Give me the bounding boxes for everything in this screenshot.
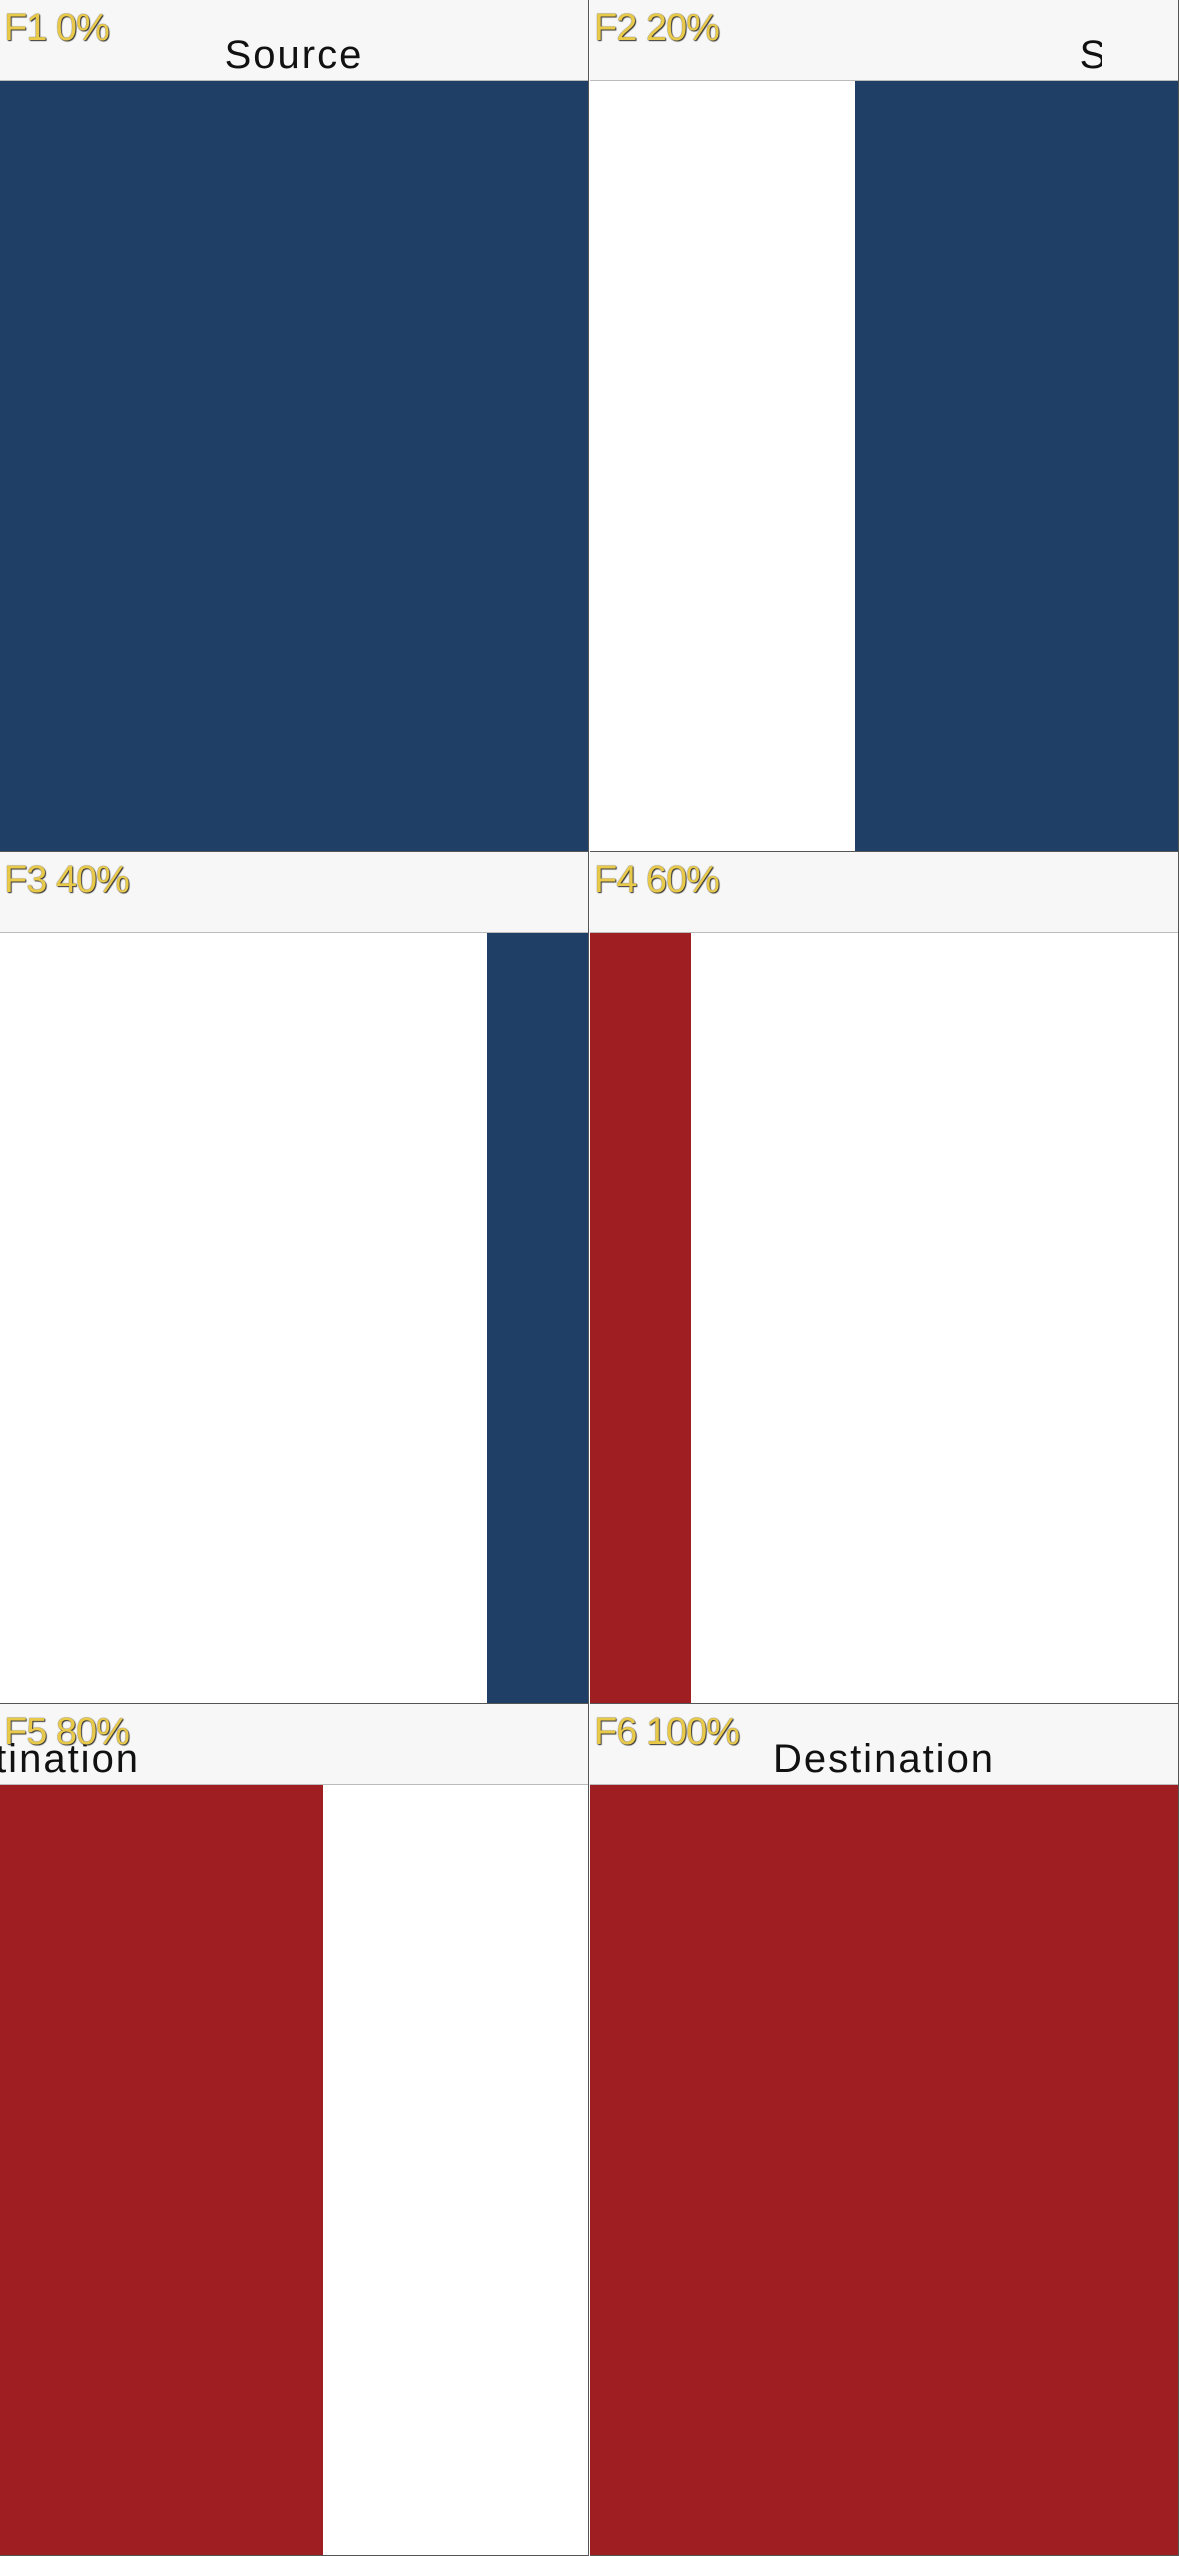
title-clip: Source: [0, 0, 588, 80]
content-panel: [0, 1785, 588, 2555]
frame: Source F1 0%: [0, 0, 589, 852]
nav-title: Destination: [0, 1737, 141, 1781]
frame: F4 60%: [590, 852, 1179, 1704]
destination-view: [590, 1785, 1178, 2555]
frame-header: Source: [0, 0, 588, 81]
frame: Destination F6 100%: [590, 1704, 1179, 2556]
frame-header: Destination: [590, 1704, 1178, 1785]
content-panel: [590, 81, 1178, 851]
frame-header: [590, 852, 1178, 933]
frame: DestinationF5 80%: [0, 1704, 589, 2556]
destination-view: [590, 933, 691, 1703]
frame-header: Destination: [0, 1704, 588, 1785]
title-clip: Destination: [590, 1704, 1178, 1784]
source-view: [0, 81, 588, 851]
content-panel: [0, 933, 588, 1703]
nav-title: Source: [224, 33, 364, 77]
frame-label: F6 100%: [594, 1711, 740, 1753]
frame: Source F2 20%: [590, 0, 1179, 852]
frame-label: F4 60%: [594, 859, 720, 901]
destination-view: [0, 1785, 323, 2555]
frame-label: F2 20%: [594, 7, 720, 49]
title-clip: Source: [590, 0, 1102, 80]
nav-title: Destination: [772, 1737, 996, 1781]
title-clip: Destination: [0, 1704, 588, 1784]
frame-label: F5 80%: [4, 1711, 130, 1753]
content-panel: [590, 1785, 1178, 2555]
frame: F3 40%: [0, 852, 589, 1704]
frame-header: Source: [590, 0, 1178, 81]
frame-header: [0, 852, 588, 933]
frame-label: F1 0%: [4, 7, 110, 49]
nav-title: Source: [1080, 33, 1102, 77]
source-view: [487, 933, 588, 1703]
content-panel: [590, 933, 1178, 1703]
source-view: [855, 81, 1178, 851]
frame-label: F3 40%: [4, 859, 130, 901]
content-panel: [0, 81, 588, 851]
